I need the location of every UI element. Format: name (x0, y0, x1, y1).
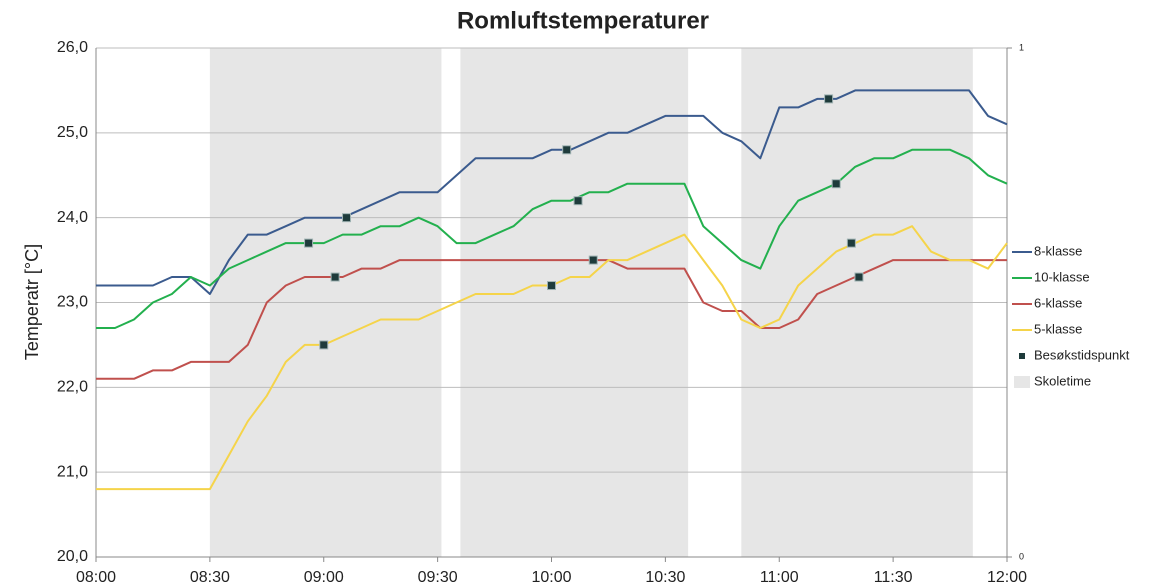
visit-marker (319, 340, 329, 350)
legend-label: Besøkstidspunkt (1034, 347, 1130, 362)
y-tick-label: 24,0 (57, 209, 88, 226)
x-tick-label: 11:00 (760, 569, 799, 586)
x-tick-label: 08:30 (190, 569, 230, 586)
visit-marker (547, 281, 556, 291)
visit-marker (573, 196, 583, 206)
series-line (96, 89, 1008, 295)
chart-title: Romluftstemperaturer (457, 7, 709, 34)
visit-marker (854, 272, 864, 282)
visit-marker (824, 94, 834, 104)
y-tick-label: 26,0 (57, 39, 88, 56)
y2-tick-label: 0 (1019, 551, 1024, 561)
legend-label: Skoletime (1034, 373, 1091, 388)
visit-marker (588, 255, 598, 265)
y-axis-label: Temperatr [°C] (22, 244, 42, 360)
y-tick-label: 23,0 (57, 294, 88, 311)
x-tick-label: 10:30 (645, 569, 685, 586)
legend-label: 8-klasse (1034, 243, 1082, 258)
visit-marker (304, 238, 314, 248)
visit-marker (342, 213, 352, 223)
visit-marker (562, 145, 572, 155)
legend-swatch (1014, 376, 1030, 388)
visit-marker (330, 272, 340, 282)
x-tick-label: 12:00 (987, 569, 1027, 586)
legend-swatch (1019, 353, 1025, 359)
y-tick-label: 25,0 (57, 124, 88, 141)
visit-marker (846, 238, 856, 248)
x-tick-label: 08:00 (76, 569, 116, 586)
y-tick-label: 20,0 (57, 548, 88, 565)
legend-label: 6-klasse (1034, 295, 1082, 310)
legend-label: 10-klasse (1034, 269, 1090, 284)
y2-tick-label: 1 (1019, 42, 1024, 52)
x-tick-label: 09:00 (304, 569, 344, 586)
visit-marker (831, 179, 841, 189)
legend-label: 5-klasse (1034, 321, 1082, 336)
y-tick-label: 21,0 (57, 463, 88, 480)
x-tick-label: 11:30 (874, 569, 913, 586)
x-tick-label: 10:00 (531, 569, 571, 586)
series-line (96, 148, 1008, 329)
y-tick-label: 22,0 (57, 379, 88, 396)
x-tick-label: 09:30 (418, 569, 458, 586)
